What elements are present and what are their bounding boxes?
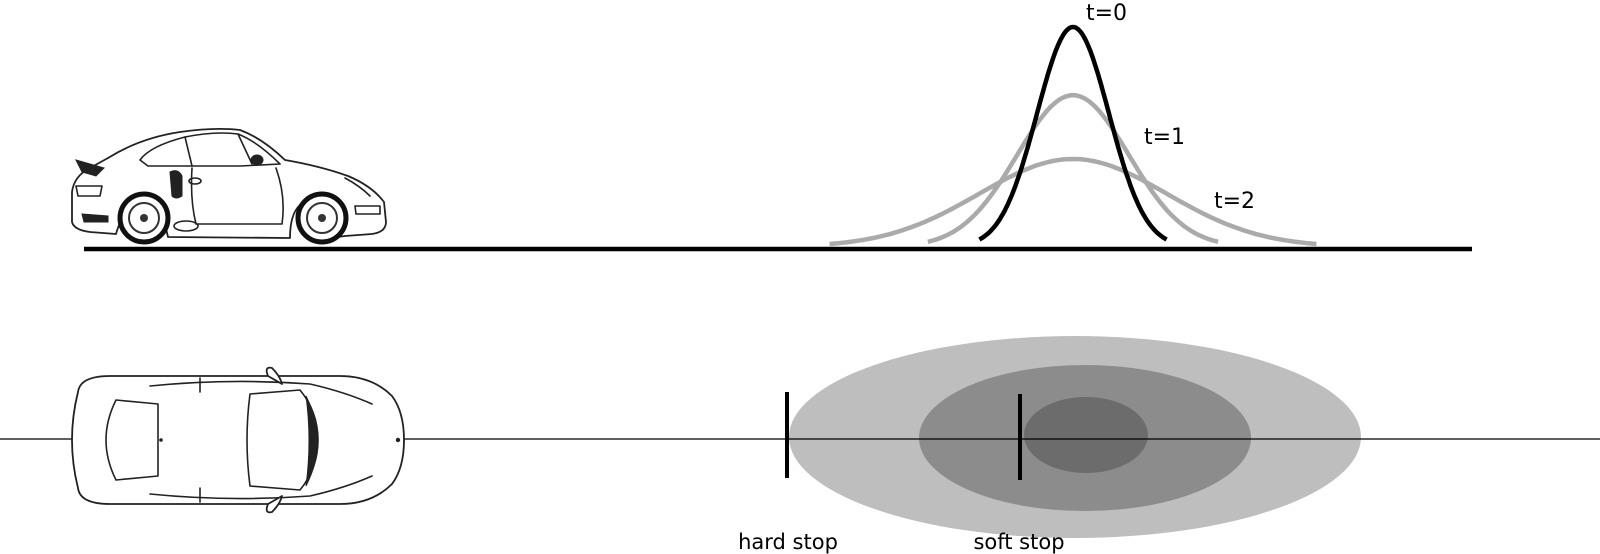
side-view-panel: t=0 t=1 t=2 — [71, 1, 1472, 252]
distribution-curve-t1 — [927, 92, 1219, 244]
label-soft-stop: soft stop — [973, 530, 1064, 554]
car-side-view-icon — [71, 127, 387, 245]
top-view-panel: hard stop soft stop — [0, 336, 1600, 554]
label-t0: t=0 — [1086, 1, 1127, 26]
label-t1: t=1 — [1144, 125, 1185, 150]
car-top-view-icon — [71, 366, 405, 514]
label-t2: t=2 — [1214, 189, 1255, 214]
label-hard-stop: hard stop — [738, 530, 838, 554]
distribution-curve-t0 — [978, 24, 1168, 242]
distribution-curve-t2 — [829, 156, 1317, 247]
uncertainty-ellipse-inner — [1024, 397, 1148, 473]
